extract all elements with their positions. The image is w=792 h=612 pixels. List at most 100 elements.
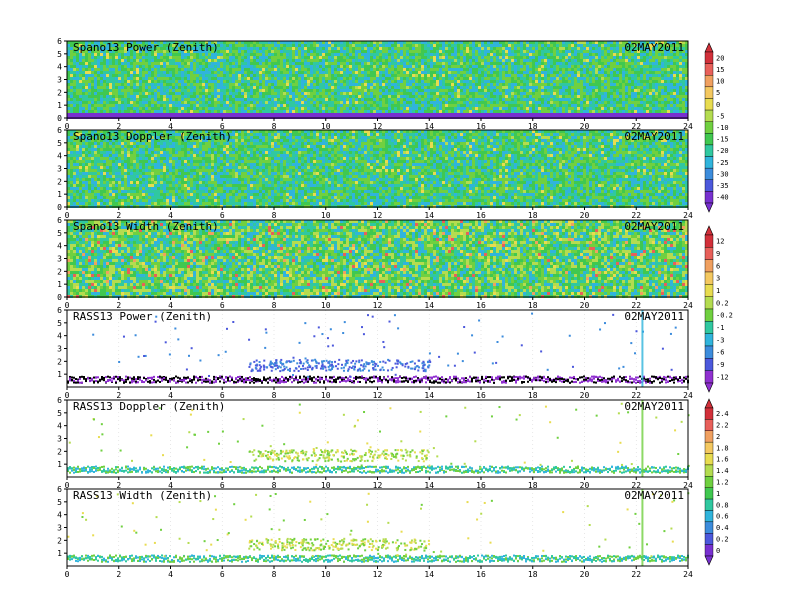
heatmap-cell (103, 71, 106, 74)
heatmap-cell (133, 41, 136, 44)
heatmap-cell (148, 56, 151, 59)
heatmap-cell (118, 80, 121, 83)
heatmap-cell (205, 50, 208, 53)
heatmap-cell (616, 89, 619, 92)
heatmap-cell (367, 92, 370, 95)
heatmap-cell (172, 101, 175, 104)
heatmap-cell (313, 50, 316, 53)
heatmap-cell (604, 62, 607, 65)
heatmap-cell (460, 92, 463, 95)
heatmap-cell (595, 74, 598, 77)
heatmap-cell (631, 47, 634, 50)
heatmap-cell (397, 83, 400, 86)
heatmap-cell (337, 92, 340, 95)
heatmap-cell (280, 74, 283, 77)
heatmap-cell (601, 65, 604, 68)
heatmap-cell (103, 95, 106, 98)
heatmap-cell (580, 62, 583, 65)
heatmap-cell (343, 59, 346, 62)
heatmap-cell (109, 98, 112, 101)
heatmap-cell (472, 92, 475, 95)
heatmap-cell (571, 47, 574, 50)
heatmap-cell (106, 59, 109, 62)
heatmap-cell (130, 92, 133, 95)
heatmap-cell (265, 83, 268, 86)
heatmap-cell (439, 98, 442, 101)
heatmap-cell (565, 98, 568, 101)
heatmap-cell (322, 80, 325, 83)
heatmap-cell (115, 95, 118, 98)
heatmap-cell (271, 95, 274, 98)
heatmap-cell (490, 110, 493, 113)
heatmap-cell (487, 53, 490, 56)
heatmap-cell (601, 56, 604, 59)
heatmap-cell (100, 98, 103, 101)
heatmap-cell (253, 47, 256, 50)
heatmap-cell (424, 41, 427, 44)
heatmap-cell (580, 71, 583, 74)
heatmap-cell (583, 74, 586, 77)
heatmap-cell (88, 89, 91, 92)
heatmap-cell (142, 68, 145, 71)
heatmap-cell (403, 68, 406, 71)
heatmap-cell (559, 104, 562, 107)
heatmap-cell (118, 77, 121, 80)
heatmap-cell (637, 95, 640, 98)
heatmap-cell (556, 50, 559, 53)
heatmap-cell (640, 41, 643, 44)
heatmap-cell (385, 74, 388, 77)
heatmap-cell (181, 83, 184, 86)
heatmap-cell (634, 56, 637, 59)
heatmap-cell (244, 68, 247, 71)
heatmap-cell (112, 50, 115, 53)
heatmap-cell (268, 83, 271, 86)
heatmap-cell (541, 95, 544, 98)
heatmap-cell (169, 98, 172, 101)
heatmap-cell (346, 113, 349, 116)
heatmap-cell (292, 104, 295, 107)
heatmap-cell (562, 98, 565, 101)
heatmap-cell (574, 68, 577, 71)
heatmap-cell (109, 41, 112, 44)
heatmap-cell (280, 104, 283, 107)
heatmap-cell (583, 77, 586, 80)
heatmap-cell (589, 56, 592, 59)
heatmap-cell (610, 65, 613, 68)
heatmap-cell (88, 113, 91, 116)
heatmap-cell (328, 83, 331, 86)
heatmap-cell (481, 44, 484, 47)
heatmap-cell (370, 110, 373, 113)
heatmap-cell (307, 104, 310, 107)
heatmap-cell (88, 101, 91, 104)
heatmap-cell (490, 50, 493, 53)
heatmap-cell (112, 53, 115, 56)
heatmap-cell (67, 53, 70, 56)
heatmap-cell (451, 98, 454, 101)
heatmap-cell (103, 101, 106, 104)
heatmap-cell (262, 59, 265, 62)
heatmap-cell (67, 44, 70, 47)
heatmap-cell (397, 47, 400, 50)
heatmap-cell (310, 98, 313, 101)
heatmap-cell (211, 80, 214, 83)
heatmap-cell (388, 101, 391, 104)
heatmap-cell (535, 95, 538, 98)
heatmap-cell (373, 77, 376, 80)
heatmap-cell (616, 56, 619, 59)
heatmap-cell (352, 89, 355, 92)
heatmap-cell (388, 65, 391, 68)
heatmap-cell (139, 113, 142, 116)
heatmap-cell (610, 59, 613, 62)
heatmap-cell (343, 74, 346, 77)
heatmap-cell (568, 92, 571, 95)
heatmap-cell (241, 44, 244, 47)
heatmap-cell (235, 65, 238, 68)
heatmap-cell (616, 44, 619, 47)
heatmap-cell (262, 101, 265, 104)
heatmap-cell (364, 68, 367, 71)
heatmap-cell (496, 44, 499, 47)
heatmap-cell (244, 74, 247, 77)
heatmap-cell (265, 74, 268, 77)
heatmap-cell (400, 71, 403, 74)
heatmap-cell (433, 74, 436, 77)
